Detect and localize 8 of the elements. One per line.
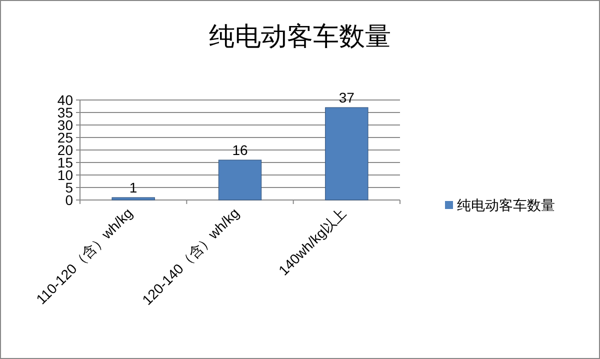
bar [112,197,155,200]
chart-title: 纯电动客车数量 [209,21,391,51]
legend-label: 纯电动客车数量 [457,197,555,213]
bar [325,107,368,200]
data-label: 37 [338,90,355,106]
data-label: 1 [129,180,138,196]
bar [218,160,262,200]
data-label: 16 [232,142,248,158]
